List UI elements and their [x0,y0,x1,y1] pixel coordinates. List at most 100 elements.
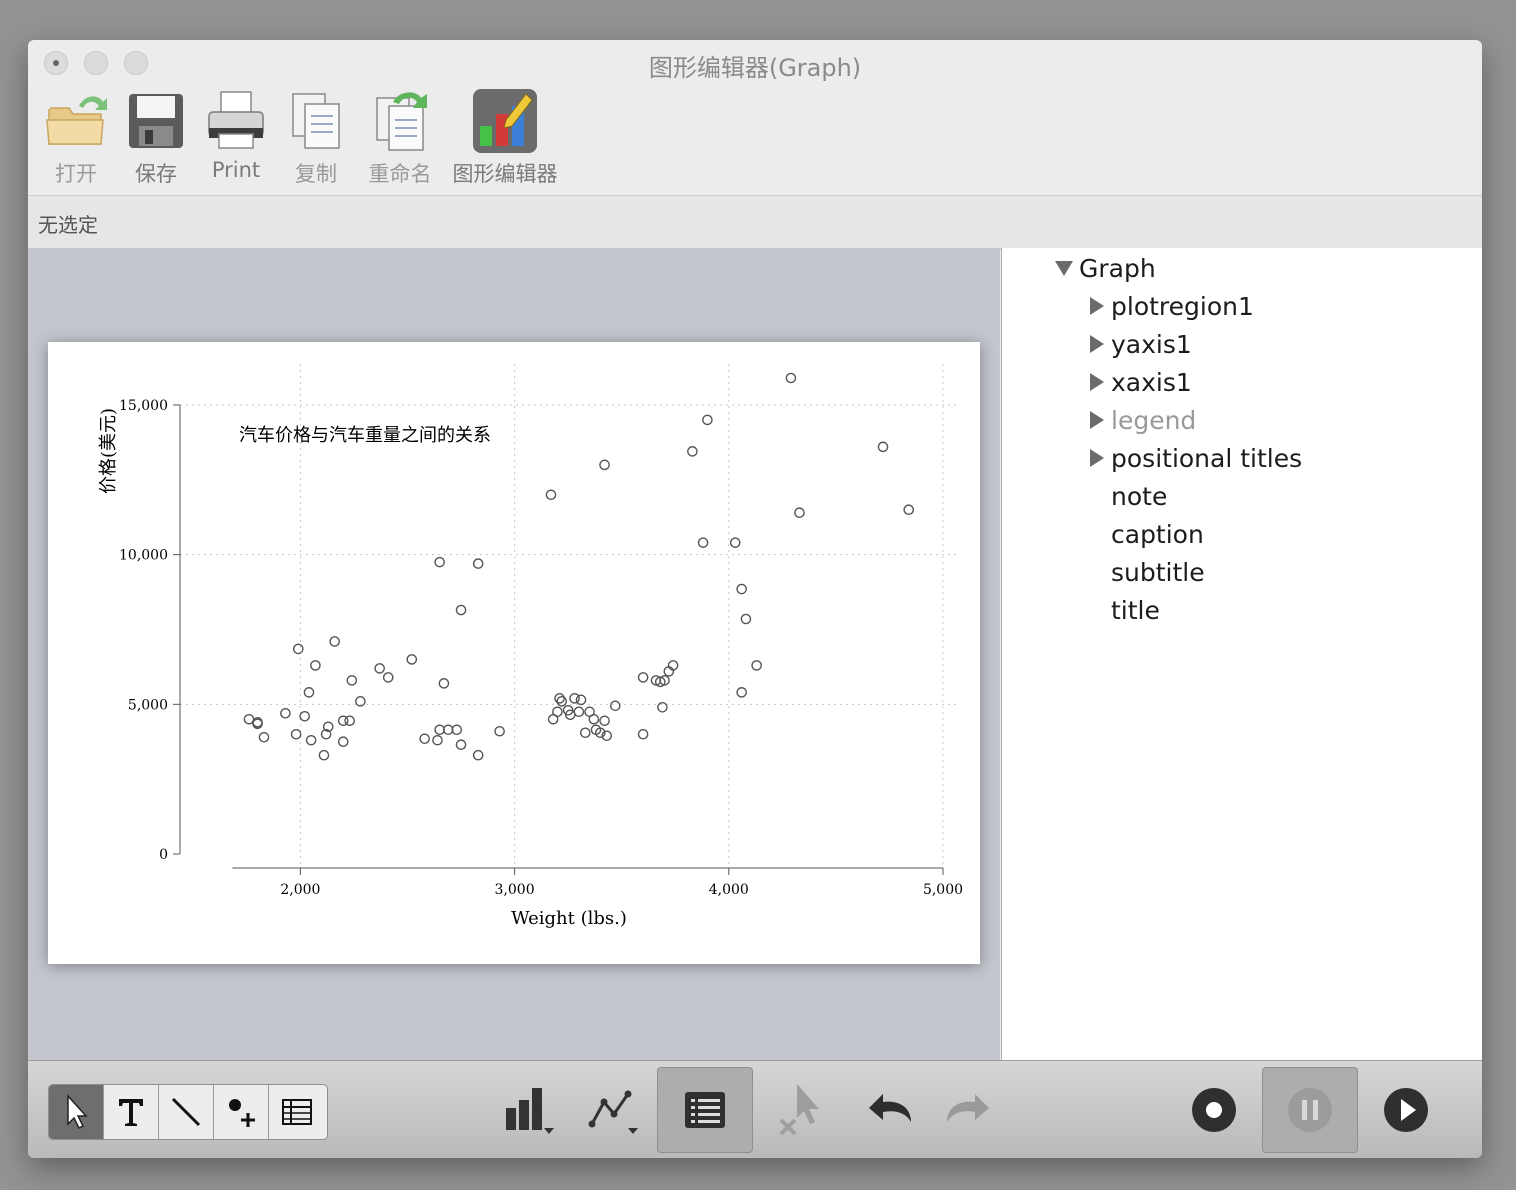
data-point[interactable] [258,731,270,743]
data-point[interactable] [736,583,747,595]
data-point[interactable] [432,734,443,746]
object-browser-toggle-button[interactable] [657,1067,753,1153]
data-point[interactable] [794,507,805,519]
data-point[interactable] [556,696,568,707]
plot-type-menu-button[interactable] [484,1067,580,1153]
disclosure-triangle-icon[interactable] [1090,373,1104,391]
y-axis-label[interactable]: 价格(美元) [98,408,119,494]
data-point[interactable] [280,707,291,719]
data-point[interactable] [419,733,430,745]
data-point[interactable] [243,713,255,725]
data-point[interactable] [292,643,304,655]
data-point[interactable] [290,728,302,740]
data-point[interactable] [374,663,385,674]
x-tick-label[interactable]: 3,000 [495,882,535,898]
data-point[interactable] [740,613,752,625]
data-point[interactable] [657,702,668,713]
y-tick-label[interactable]: 0 [159,847,168,863]
data-point[interactable] [579,727,591,739]
expand-triangle-icon[interactable] [1055,261,1073,276]
data-point[interactable] [329,636,340,647]
x-tick-label[interactable]: 2,000 [280,882,320,898]
data-point[interactable] [659,675,670,686]
data-point[interactable] [785,372,797,384]
save-button[interactable]: 保存 [120,88,192,188]
data-point[interactable] [545,489,557,501]
tree-item-graph[interactable]: Graph [1079,254,1156,283]
tree-item-xaxis1[interactable]: xaxis1 [1111,368,1192,397]
data-point[interactable] [305,734,317,746]
graph-canvas-area[interactable]: 0 5,000 10,000 15,000 2,000 3,000 4,000 5,000 汽… [28,248,1000,1060]
data-point[interactable] [697,537,709,548]
data-point[interactable] [303,687,315,698]
disclosure-triangle-icon[interactable] [1090,335,1104,353]
data-point[interactable] [569,693,580,704]
copy-button[interactable]: 复制 [280,88,352,188]
data-point[interactable] [438,678,450,689]
tree-item-plotregion1[interactable]: plotregion1 [1111,292,1254,321]
play-button[interactable] [1358,1067,1454,1153]
data-point[interactable] [442,724,454,736]
x-tick-label[interactable]: 5,000 [923,882,963,898]
y-tick-label[interactable]: 5,000 [128,697,168,713]
disclosure-triangle-icon[interactable] [1090,449,1104,467]
data-point[interactable] [472,558,484,569]
open-button[interactable]: 打开 [40,88,112,188]
data-point[interactable] [601,730,613,742]
data-point[interactable] [573,706,585,718]
data-point[interactable] [320,728,332,740]
data-point[interactable] [552,706,563,718]
data-point[interactable] [310,660,321,671]
data-point[interactable] [318,749,330,761]
data-point[interactable] [594,727,606,739]
data-point[interactable] [554,693,565,704]
chart-title[interactable]: 汽车价格与汽车重量之间的关系 [239,425,491,446]
line-tool-button[interactable] [159,1085,214,1139]
grid-editor-tool-button[interactable] [269,1085,324,1139]
pointer-tool-button[interactable] [49,1085,104,1139]
data-point[interactable] [903,504,915,516]
line-plot-menu-button[interactable] [568,1067,664,1153]
data-point[interactable] [702,414,713,426]
data-point[interactable] [406,654,418,665]
tree-item-positional-titles[interactable]: positional titles [1111,444,1303,473]
zoom-window-button[interactable] [124,51,148,75]
redo-button[interactable] [920,1067,1016,1153]
data-point[interactable] [736,687,747,698]
tree-item-note[interactable]: note [1111,482,1168,511]
disclosure-triangle-icon[interactable] [1090,411,1104,429]
data-point[interactable] [494,725,505,737]
data-point[interactable] [588,713,600,725]
data-point[interactable] [599,715,610,727]
data-point[interactable] [337,715,349,727]
data-point[interactable] [299,710,310,722]
data-point[interactable] [575,694,587,706]
tree-item-subtitle[interactable]: subtitle [1111,558,1205,587]
data-point[interactable] [344,715,355,727]
data-point[interactable] [729,537,741,548]
data-point[interactable] [322,721,334,733]
tree-item-caption[interactable]: caption [1111,520,1204,549]
data-point[interactable] [609,700,621,712]
text-tool-button[interactable] [104,1085,159,1139]
data-point[interactable] [472,749,484,761]
data-point[interactable] [434,556,445,568]
data-point[interactable] [599,459,610,471]
data-point[interactable] [637,728,649,740]
data-point[interactable] [346,675,358,686]
data-point[interactable] [455,739,467,751]
pause-button[interactable] [1262,1067,1358,1153]
undo-button[interactable] [842,1067,938,1153]
data-point[interactable] [355,696,366,707]
data-point[interactable] [337,736,349,748]
data-point[interactable] [877,441,889,453]
data-point[interactable] [382,672,394,683]
data-point[interactable] [637,672,649,683]
data-point[interactable] [434,724,445,736]
data-point[interactable] [687,446,698,457]
close-window-button[interactable] [44,51,68,75]
data-point[interactable] [455,604,467,616]
record-button[interactable] [1166,1067,1262,1153]
graph-paper[interactable]: 0 5,000 10,000 15,000 2,000 3,000 4,000 5,000 汽… [48,342,980,964]
disclosure-triangle-icon[interactable] [1090,297,1104,315]
